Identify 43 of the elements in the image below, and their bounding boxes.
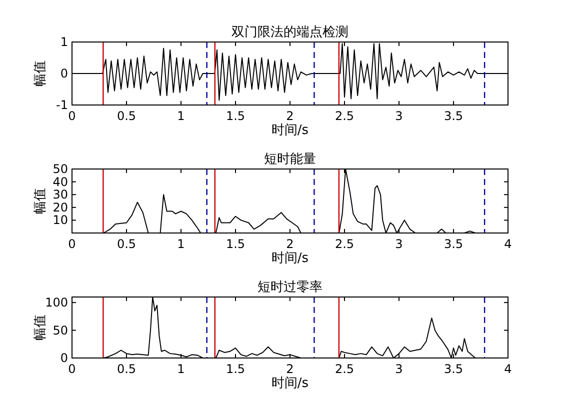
x-tick-label: 2 xyxy=(286,237,294,251)
x-tick-label: 3 xyxy=(395,362,403,376)
chart-title: 双门限法的端点检测 xyxy=(232,24,348,40)
x-tick-label: 0.5 xyxy=(116,237,136,251)
x-tick-label: 2.5 xyxy=(334,237,354,251)
x-tick-label: 1 xyxy=(177,237,185,251)
y-axis-title: 幅值 xyxy=(33,314,48,340)
y-tick-label: -1 xyxy=(56,98,68,112)
x-tick-label: 1 xyxy=(177,362,185,376)
y-axis-title: 幅值 xyxy=(33,188,48,214)
x-axis-title: 时间/s xyxy=(271,251,309,266)
x-tick-label: 2 xyxy=(286,109,294,123)
x-tick-label: 3.5 xyxy=(444,109,464,123)
y-tick-label: 50 xyxy=(52,323,68,338)
y-tick-label: 10 xyxy=(52,213,68,228)
x-tick-label: 4 xyxy=(504,362,512,376)
y-tick-label: 0 xyxy=(60,66,68,80)
y-tick-label: 30 xyxy=(52,188,68,202)
x-tick-label: 0.5 xyxy=(116,109,136,123)
x-tick-label: 1 xyxy=(177,109,185,123)
x-axis-title: 时间/s xyxy=(271,123,309,138)
x-tick-label: 3.5 xyxy=(444,362,464,376)
chart-title: 短时过零率 xyxy=(258,279,322,295)
x-tick-label: 4 xyxy=(504,237,512,251)
chart-title: 短时能量 xyxy=(264,152,316,167)
x-tick-label: 2.5 xyxy=(334,109,354,123)
x-tick-label: 0.5 xyxy=(116,362,136,376)
x-tick-label: 3 xyxy=(395,237,403,251)
y-tick-label: 1 xyxy=(60,35,68,49)
y-tick-label: 100 xyxy=(45,296,68,310)
x-tick-label: 1.5 xyxy=(226,109,246,123)
x-tick-label: 2 xyxy=(286,362,294,376)
y-tick-label: 0 xyxy=(60,351,68,365)
y-axis-title: 幅值 xyxy=(33,60,48,86)
y-tick-label: 20 xyxy=(52,200,68,214)
x-tick-label: 1.5 xyxy=(226,237,246,251)
x-tick-label: 2.5 xyxy=(334,362,354,376)
x-tick-label: 1.5 xyxy=(226,362,246,376)
x-tick-label: 3 xyxy=(395,109,403,123)
x-axis-title: 时间/s xyxy=(271,376,309,391)
y-tick-label: 50 xyxy=(52,162,68,176)
y-tick-label: 40 xyxy=(52,174,68,189)
x-tick-label: 3.5 xyxy=(444,237,464,251)
